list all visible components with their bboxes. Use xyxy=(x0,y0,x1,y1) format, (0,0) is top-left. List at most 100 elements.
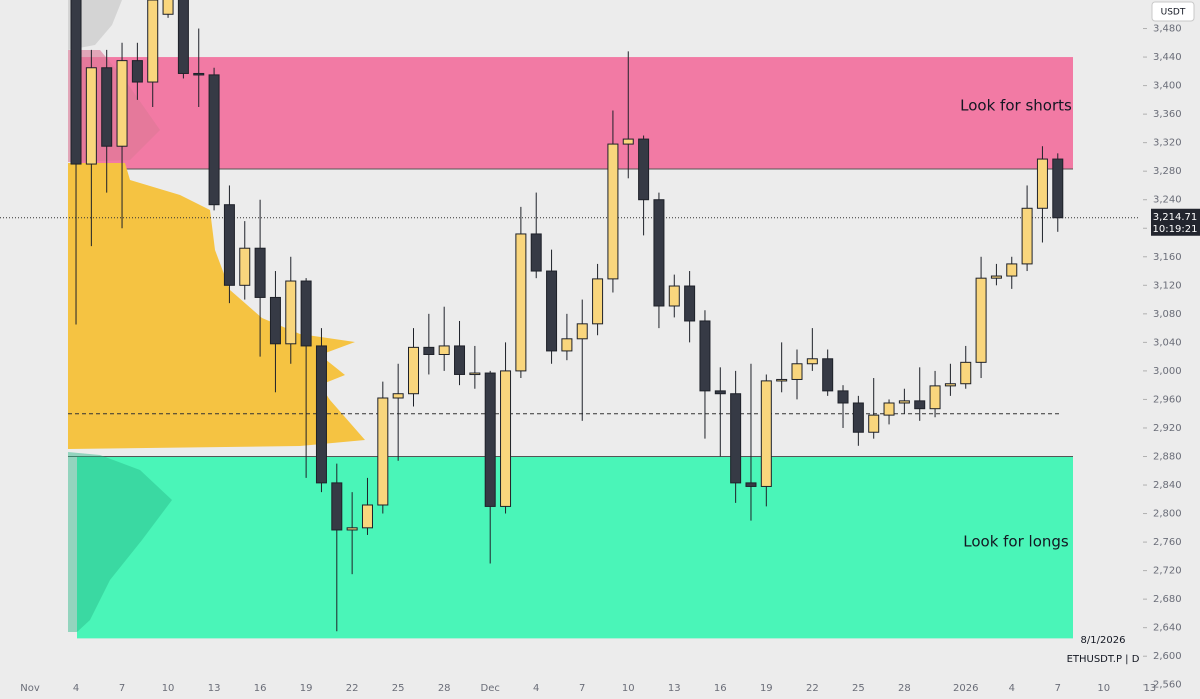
candle-body xyxy=(668,285,680,307)
y-tick-label: 3,160 xyxy=(1153,252,1182,263)
candle-body xyxy=(868,414,880,433)
candle-body xyxy=(1036,158,1048,209)
axes: 2,560 2,600 2,640 2,680 2,720 2,760 2,800 2,840… xyxy=(20,24,1200,694)
plot xyxy=(0,0,1140,632)
y-tick-label: 2,600 xyxy=(1153,651,1182,662)
x-tick-label: 4 xyxy=(73,683,79,694)
y-tick-label: 2,800 xyxy=(1153,509,1182,520)
candle-body xyxy=(592,278,604,325)
candle-body xyxy=(898,400,910,404)
y-tick-label: 3,040 xyxy=(1153,337,1182,348)
x-tick-label: 13 xyxy=(208,683,221,694)
candle-body xyxy=(760,380,772,487)
x-tick-label: 10 xyxy=(622,683,635,694)
candle-body xyxy=(546,270,558,352)
y-tick-label: 3,120 xyxy=(1153,280,1182,291)
candle-body xyxy=(607,143,619,280)
profile-value-area xyxy=(68,163,365,449)
candle-body xyxy=(331,482,343,531)
currency-box xyxy=(1151,1,1195,22)
candle-body xyxy=(70,0,82,165)
candle-body xyxy=(223,204,235,286)
candle-body xyxy=(438,345,450,355)
x-tick-label: 13 xyxy=(668,683,681,694)
candle-body xyxy=(638,138,650,201)
x-tick-label: 7 xyxy=(1055,683,1061,694)
candle-body xyxy=(300,280,312,347)
x-tick-label: Nov xyxy=(20,683,40,694)
y-tick-label: 2,560 xyxy=(1153,680,1182,691)
candle-body xyxy=(561,338,573,352)
candle-body xyxy=(269,296,281,345)
candle-body xyxy=(837,390,849,404)
candle-body xyxy=(822,358,834,392)
candle-body xyxy=(576,323,588,340)
candle-body xyxy=(147,0,159,83)
x-tick-label: 25 xyxy=(852,683,865,694)
candle-body xyxy=(162,0,174,15)
candle-body xyxy=(791,363,803,380)
zone-label: Look for longs xyxy=(963,533,1069,551)
x-tick-label: 4 xyxy=(1009,683,1015,694)
last-price-label: 3,214.71 xyxy=(1153,212,1198,223)
candle-body xyxy=(408,346,419,395)
candle-body xyxy=(730,393,742,484)
x-tick-label: 16 xyxy=(714,683,727,694)
candle-body xyxy=(1021,207,1033,265)
candle-body xyxy=(914,400,926,410)
y-tick-label: 3,320 xyxy=(1153,138,1182,149)
y-tick-label: 2,720 xyxy=(1153,566,1182,577)
x-tick-label: 28 xyxy=(898,683,911,694)
candle-body xyxy=(1052,158,1064,219)
candle-body xyxy=(116,60,128,147)
y-tick-label: 2,880 xyxy=(1153,451,1182,462)
candle-body xyxy=(346,527,358,531)
candle-body xyxy=(177,0,189,74)
y-tick-label: 3,360 xyxy=(1153,109,1182,120)
x-tick-label: 22 xyxy=(346,683,359,694)
y-tick-label: 2,840 xyxy=(1153,480,1182,491)
candle-body xyxy=(806,358,818,365)
candle-body xyxy=(745,482,757,487)
y-tick-label: 3,480 xyxy=(1153,24,1182,35)
y-tick-label: 2,760 xyxy=(1153,537,1182,548)
x-tick-label: 7 xyxy=(579,683,585,694)
symbol-label: ETHUSDT.P | D xyxy=(1067,654,1140,665)
candle-body xyxy=(285,280,297,345)
candle-body xyxy=(193,72,205,76)
y-tick-label: 3,000 xyxy=(1153,366,1182,377)
y-tick-label: 2,960 xyxy=(1153,394,1182,405)
x-tick-label: 22 xyxy=(806,683,819,694)
zone xyxy=(77,57,1073,170)
candle-body xyxy=(454,345,466,375)
candle-body xyxy=(776,378,788,382)
candle-body xyxy=(254,247,266,298)
y-tick-label: 3,440 xyxy=(1153,52,1182,63)
x-tick-label: 25 xyxy=(392,683,405,694)
candle-body xyxy=(852,402,864,433)
y-tick-label: 3,240 xyxy=(1153,195,1182,206)
x-tick-label: 10 xyxy=(1097,683,1110,694)
y-tick-label: 2,920 xyxy=(1153,423,1182,434)
candle-body xyxy=(530,233,542,272)
candle-body xyxy=(944,383,956,387)
x-tick-label: 19 xyxy=(300,683,313,694)
candle-body xyxy=(315,345,327,484)
candle-body xyxy=(469,372,481,376)
zone-label: Look for shorts xyxy=(960,97,1072,115)
zone xyxy=(77,456,1073,639)
candle-body xyxy=(500,370,512,507)
x-tick-label: 16 xyxy=(254,683,267,694)
countdown-label: 10:19:21 xyxy=(1153,224,1198,235)
y-tick-label: 2,680 xyxy=(1153,594,1182,605)
candle-body xyxy=(208,74,220,206)
y-tick-label: 3,400 xyxy=(1153,81,1182,92)
candle-body xyxy=(653,199,665,307)
x-tick-label: 7 xyxy=(119,683,125,694)
x-tick-label: Dec xyxy=(481,683,500,694)
x-tick-label: 2026 xyxy=(953,683,978,694)
candle-body xyxy=(423,346,435,355)
candle-body xyxy=(392,393,404,399)
date-label: 8/1/2026 xyxy=(1081,635,1126,646)
